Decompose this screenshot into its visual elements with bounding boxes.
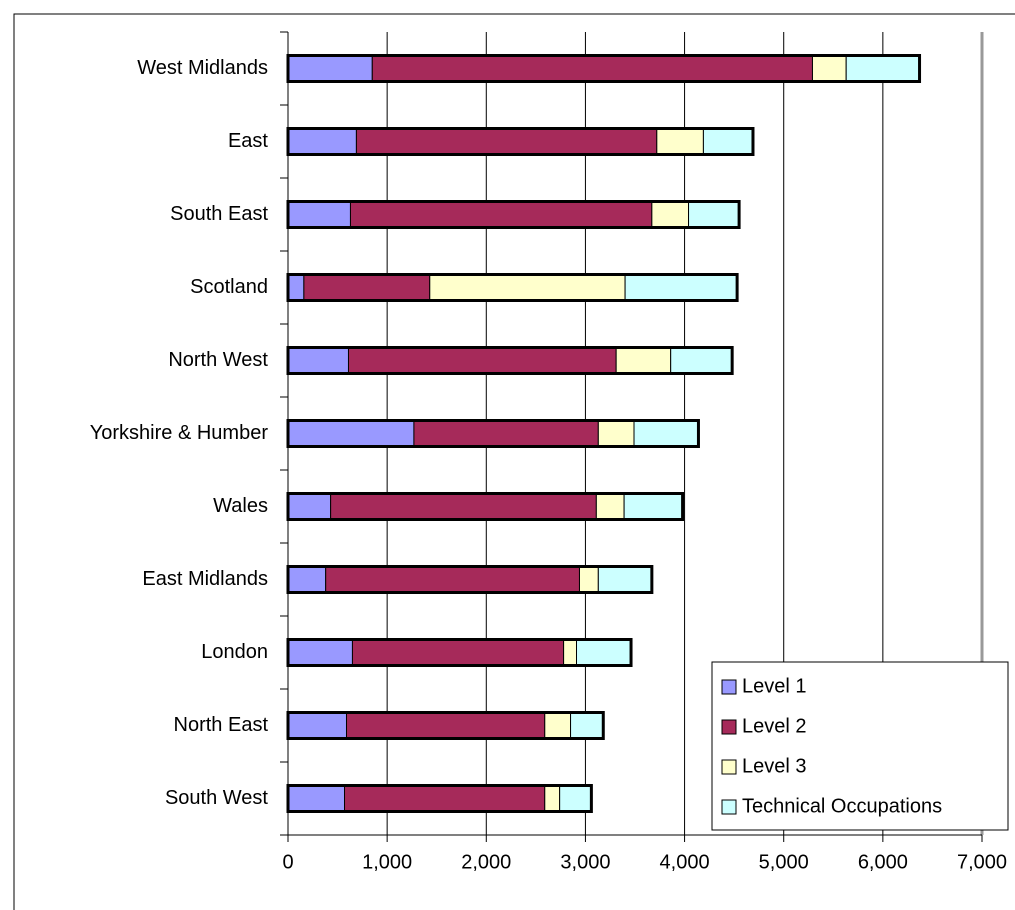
bar-segment [287,712,347,739]
bar-segment [688,201,740,228]
x-tick-label: 3,000 [560,851,610,873]
y-tick-label: East [228,130,268,152]
y-tick-label: West Midlands [137,57,268,79]
bar-segment [330,493,597,520]
bar-segment [287,274,305,301]
y-tick-label: North East [174,714,269,736]
x-tick-label: 6,000 [858,851,908,873]
bar-segment [544,712,572,739]
bar-outline [286,200,741,229]
bar-outline [286,784,593,813]
y-tick-label: Yorkshire & Humber [90,422,269,444]
bar-segment [615,347,672,374]
bar-segment [576,639,632,666]
bar-segment [670,347,733,374]
bar-segment [811,55,847,82]
bar-segment [563,639,578,666]
bar-segment [597,566,653,593]
bar-segment [287,639,353,666]
bar-segment [344,785,546,812]
bar-segment [287,493,332,520]
bar-segment [287,785,346,812]
bar-segment [287,55,373,82]
bar-segment [624,274,738,301]
bar-outline [286,638,633,667]
bar-segment [287,128,357,155]
bar-segment [597,420,635,447]
bar-segment [287,420,415,447]
bar-segment [578,566,599,593]
bar-outline [286,565,654,594]
legend-label: Level 3 [742,755,807,777]
bar-segment [570,712,604,739]
legend-label: Technical Occupations [742,795,942,817]
legend-swatch [721,679,737,695]
legend-swatch [721,719,737,735]
x-tick-label: 7,000 [957,851,1007,873]
bar-outline [286,711,605,740]
x-tick-label: 1,000 [362,851,412,873]
bar-segment [347,347,617,374]
bar-segment [429,274,626,301]
x-tick-label: 5,000 [759,851,809,873]
bar-outline [286,127,755,156]
bar-segment [544,785,561,812]
y-tick-label: South East [170,203,268,225]
y-tick-label: Wales [213,495,268,517]
chart-frame [13,13,1015,910]
legend-label: Level 2 [742,715,807,737]
y-tick-label: Scotland [190,276,268,298]
bar-segment [287,566,327,593]
y-tick-label: North West [168,349,268,371]
bar-outline [286,492,685,521]
y-tick-label: East Midlands [142,568,268,590]
x-tick-label: 2,000 [461,851,511,873]
x-tick-label: 0 [282,851,293,873]
legend-swatch [721,759,737,775]
bar-segment [702,128,754,155]
bar-segment [345,712,546,739]
bar-segment [287,347,349,374]
bar-segment [845,55,921,82]
bar-outline [286,419,700,448]
bar-segment [303,274,431,301]
bar-segment [325,566,580,593]
bar-segment [623,493,684,520]
x-tick-label: 4,000 [660,851,710,873]
bar-segment [355,128,658,155]
bar-segment [371,55,813,82]
legend-swatch [721,799,737,815]
bar-segment [633,420,699,447]
bar-segment [559,785,592,812]
bar-segment [595,493,625,520]
bar-segment [287,201,351,228]
bar-outline [286,346,734,375]
y-tick-label: London [201,641,268,663]
bar-segment [651,201,690,228]
y-tick-label: South West [165,787,268,809]
bar-segment [656,128,704,155]
bar-outline [286,273,739,302]
legend-label: Level 1 [742,675,807,697]
bar-segment [413,420,599,447]
bar-segment [351,639,565,666]
bar-segment [349,201,653,228]
bar-outline [286,54,922,83]
legend-box [711,661,1009,831]
